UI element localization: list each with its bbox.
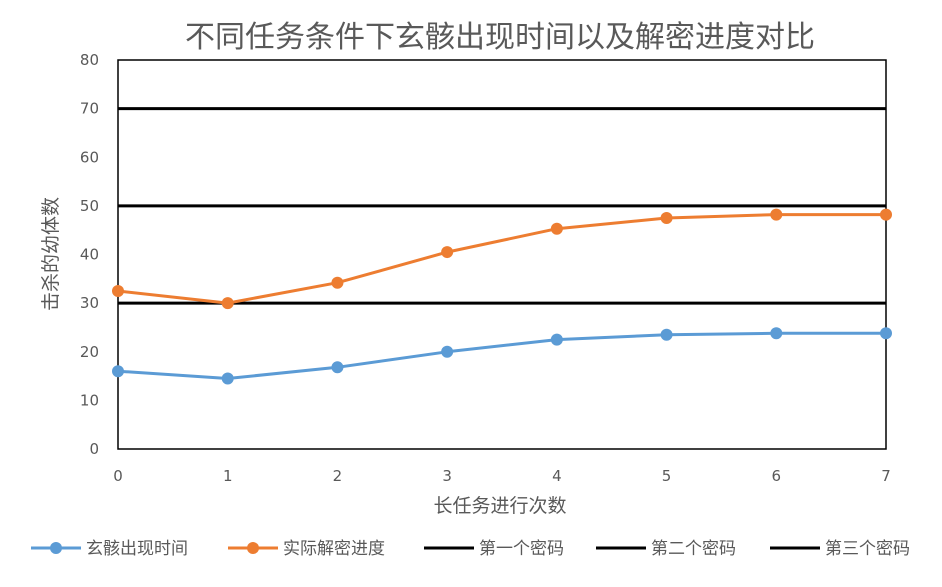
data-point [660, 212, 673, 225]
legend-label: 第二个密码 [651, 539, 736, 559]
chart-title: 不同任务条件下玄骸出现时间以及解密进度对比 [185, 20, 815, 55]
y-tick-label: 60 [80, 148, 99, 166]
legend-label: 第三个密码 [825, 539, 910, 559]
data-point [221, 297, 234, 310]
data-point [550, 222, 563, 235]
x-tick-label: 2 [333, 467, 343, 485]
series-line [116, 331, 888, 380]
y-tick-label: 20 [80, 343, 99, 361]
y-tick-label: 30 [80, 294, 99, 312]
legend-label: 实际解密进度 [283, 539, 385, 559]
y-tick-label: 80 [80, 51, 99, 69]
data-point [550, 333, 563, 346]
x-axis-label: 长任务进行次数 [433, 495, 566, 517]
series-line [116, 213, 888, 305]
legend: 玄骸出现时间 实际解密进度 第一个密码 第二个密码 第三个密码 [31, 539, 910, 559]
y-tick-label: 0 [89, 440, 99, 458]
data-point [331, 361, 344, 374]
legend-marker [247, 542, 259, 554]
plot-border [117, 59, 887, 450]
plot-area: 0 10 20 30 40 50 60 70 80 0 1 2 3 4 5 6 7 [80, 51, 892, 485]
x-tick-label: 3 [442, 467, 452, 485]
y-tick-label: 70 [80, 100, 99, 118]
y-axis-label: 击杀的幼体数 [40, 197, 62, 311]
x-tick-label: 7 [881, 467, 891, 485]
data-point [112, 365, 124, 378]
y-tick-label: 40 [80, 246, 99, 264]
y-tick-label: 50 [80, 197, 99, 215]
legend-marker [50, 542, 62, 554]
x-tick-label: 5 [662, 467, 672, 485]
data-point [770, 327, 783, 340]
x-tick-label: 1 [223, 467, 233, 485]
data-point [880, 208, 892, 221]
legend-label: 第一个密码 [479, 539, 564, 559]
y-tick-label: 10 [80, 391, 99, 409]
data-point [441, 345, 454, 358]
x-tick-label: 4 [552, 467, 562, 485]
data-point [770, 208, 783, 221]
data-point [221, 372, 234, 385]
data-point [880, 327, 892, 340]
legend-label: 玄骸出现时间 [86, 539, 188, 559]
x-tick-label: 6 [772, 467, 782, 485]
x-tick-label: 0 [113, 467, 123, 485]
data-point [112, 284, 124, 297]
data-point [441, 246, 454, 259]
data-point [660, 328, 673, 341]
data-point [331, 276, 344, 289]
